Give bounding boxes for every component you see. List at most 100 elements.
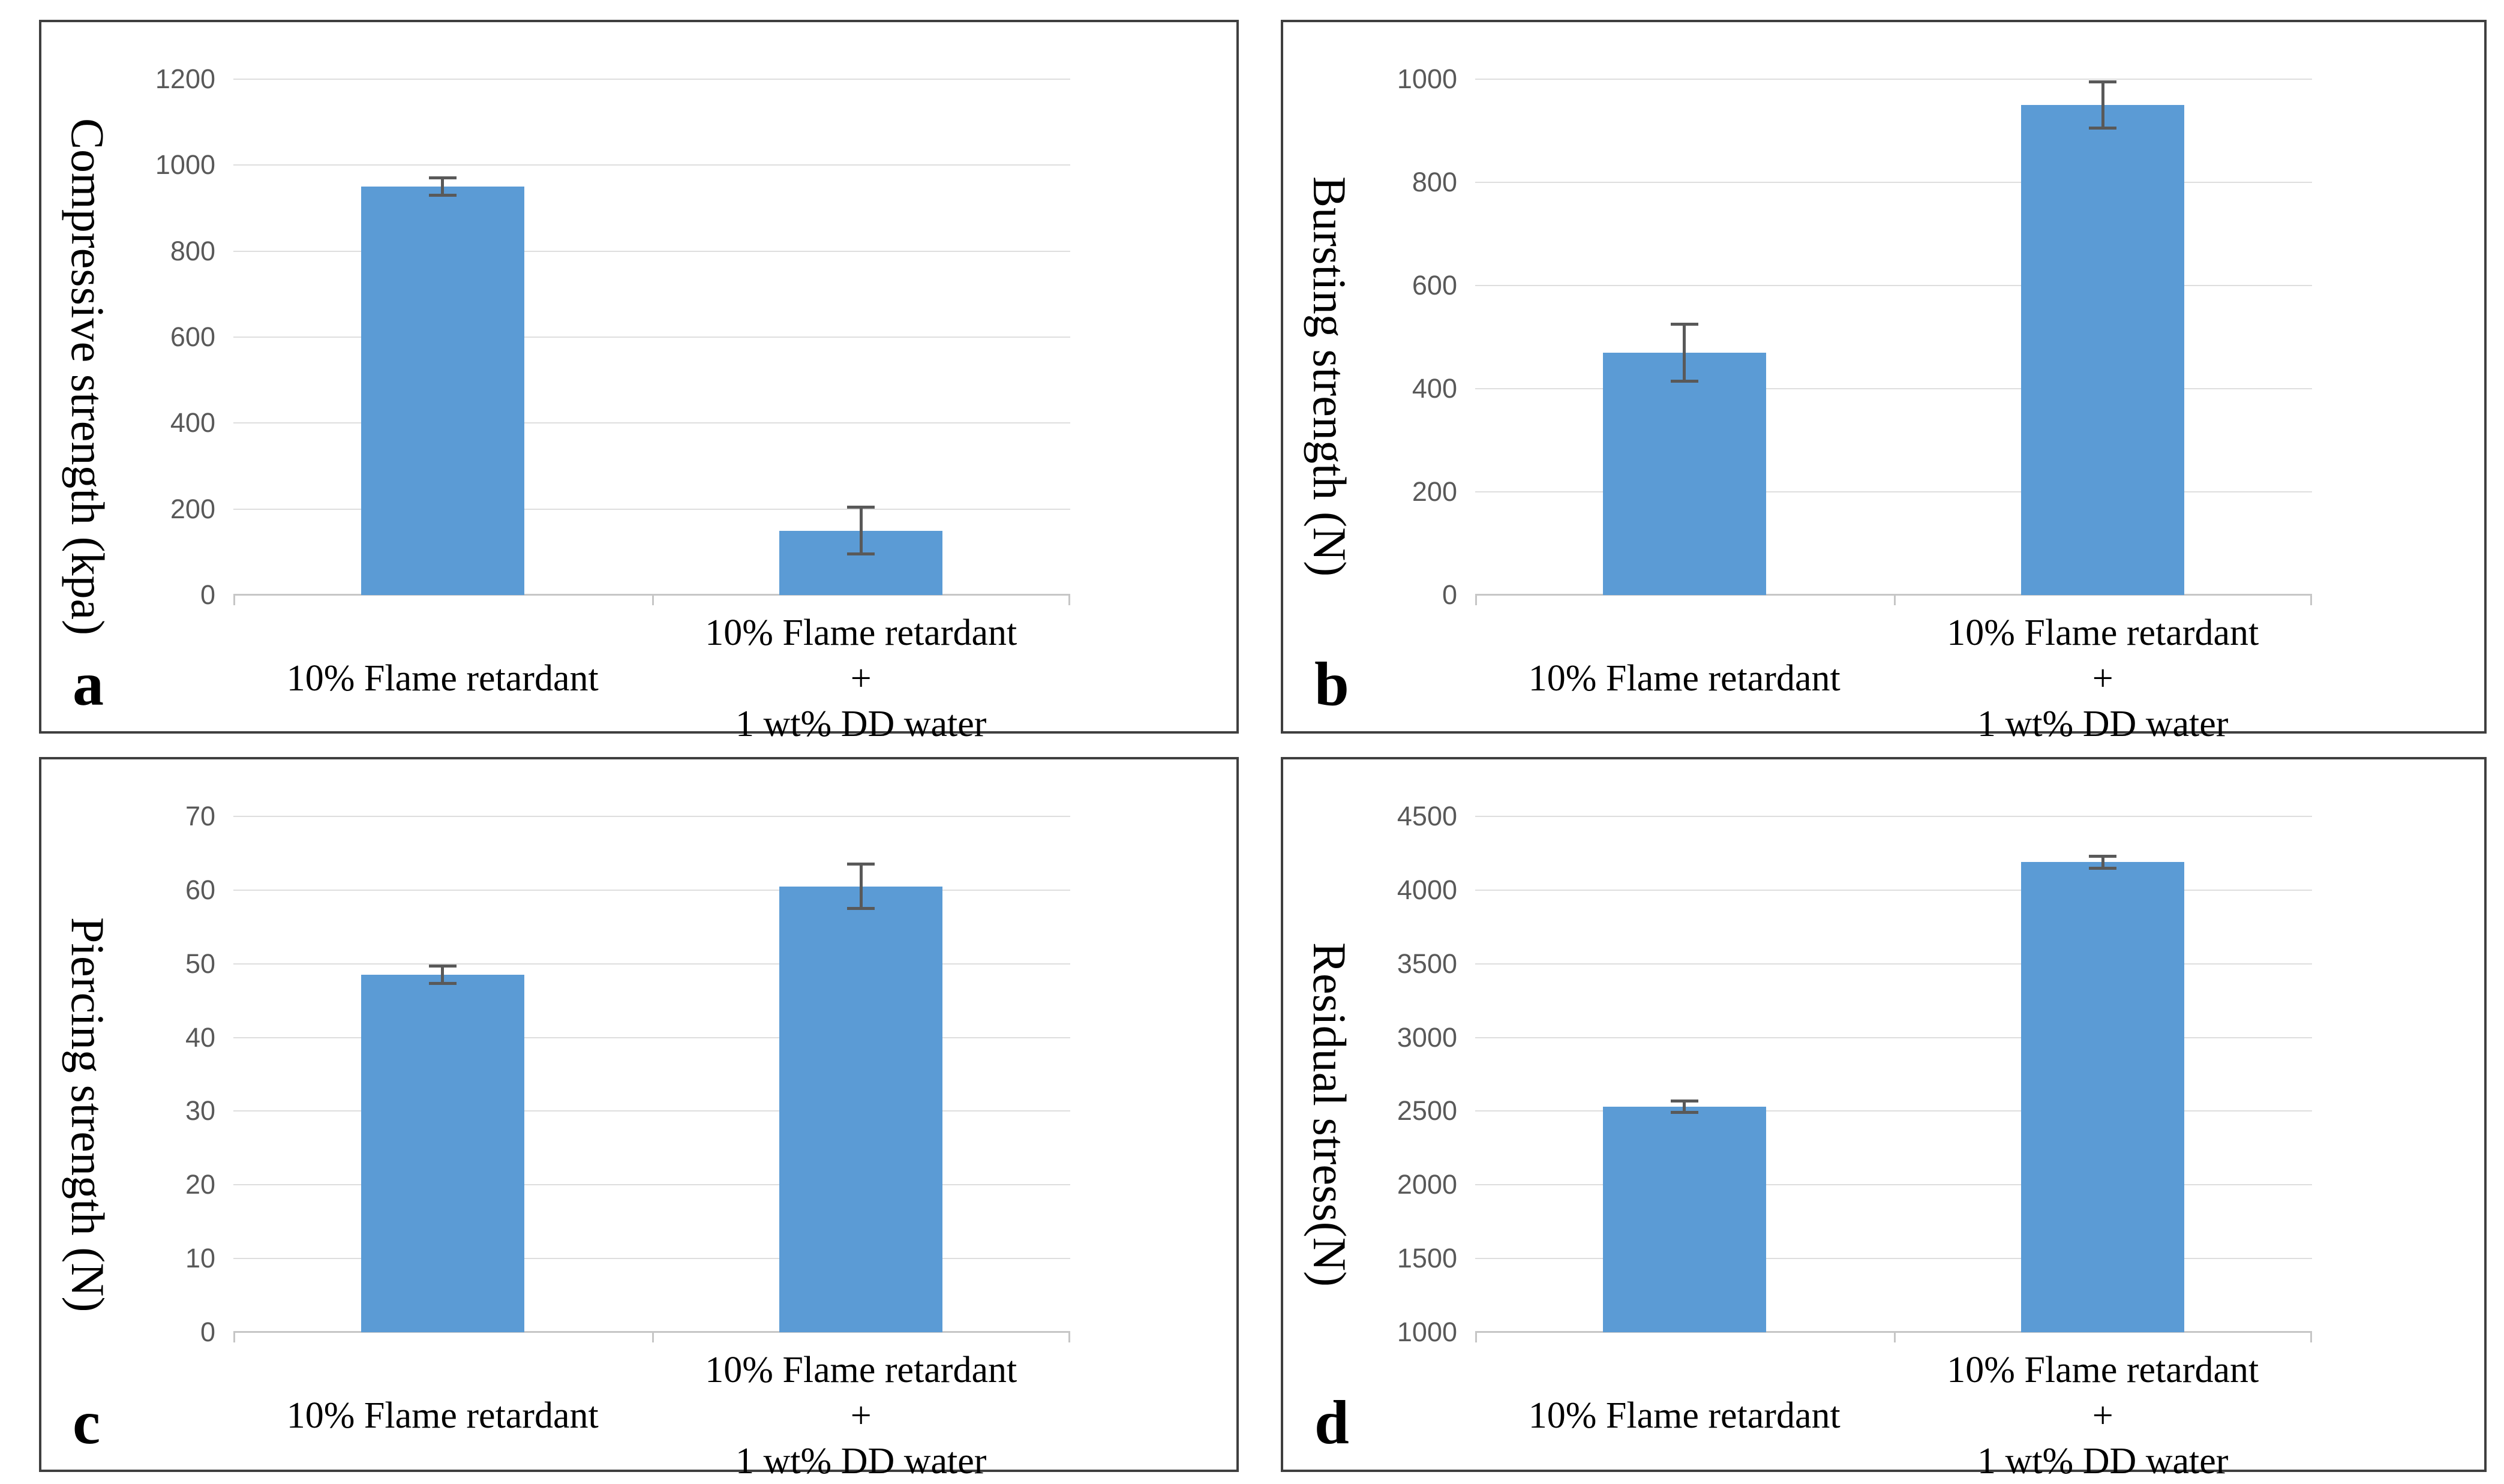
y-axis-title: Piercing strength (N) [62,917,114,1312]
plot-area [1475,816,2312,1342]
y-axis-title: Compressive strength (kpa) [62,118,114,636]
category-label-line: 10% Flame retardant [1528,1395,1841,1436]
gridline [233,508,1070,510]
error-bar [441,966,445,984]
error-bar-cap [2089,127,2117,130]
y-tick-label: 70 [185,801,215,831]
gridline [1475,79,2312,80]
bar-2 [2021,105,2185,595]
y-tick-label: 200 [170,493,215,524]
gridline [233,79,1070,80]
plot-area [233,816,1070,1342]
x-axis-line [1475,594,2312,596]
error-bar-cap [847,907,875,911]
panel-a-compressive-strength: Compressive strength (kpa) a 0 200 400 600 8… [39,20,1239,744]
y-tick-label: 50 [185,948,215,979]
bar-1 [1602,352,1766,595]
category-label-line: 10% Flame retardant [1528,658,1841,699]
gridline [233,164,1070,166]
error-bar-cap [428,982,457,986]
y-tick-label: 0 [200,1317,215,1347]
gridline [233,1258,1070,1260]
y-tick-label: 600 [170,322,215,352]
category-label-line: + [2092,658,2113,699]
x-axis-tick [2310,1333,2312,1342]
category-label-line: 10% Flame retardant [705,1350,1017,1390]
gridline [1475,963,2312,965]
category-label-line: 10% Flame retardant [286,658,599,699]
gridline [1475,816,2312,817]
y-tick-label: 0 [200,579,215,610]
x-axis-tick [1893,1333,1896,1342]
category-label-line: 1 wt% DD water [1977,1441,2229,1482]
x-axis-tick [233,1333,235,1342]
x-axis-tick [651,596,654,605]
category-label-line: 10% Flame retardant [286,1395,599,1436]
category-label: 10% Flame retardant [1427,1393,1942,1438]
y-tick-label: 400 [1412,373,1457,404]
gridline [1475,1184,2312,1186]
y-axis-title: Bursting strength (N) [1304,176,1356,577]
error-bar-cap [847,863,875,866]
gridline [1475,1110,2312,1112]
x-axis-tick [233,596,235,605]
gridline [1475,388,2312,389]
error-bar-cap [847,505,875,509]
y-tick-label: 600 [1412,270,1457,301]
error-bar-cap [428,176,457,180]
error-bar-cap [2089,854,2117,858]
error-bar [441,178,445,196]
y-tick-label: 40 [185,1022,215,1053]
category-label-line: 1 wt% DD water [735,1441,987,1482]
panel-letter: a [73,650,104,719]
bar-1 [361,975,524,1332]
panel-letter: d [1314,1388,1349,1457]
category-label-line: 10% Flame retardant [1947,1350,2259,1390]
gridline [1475,889,2312,891]
y-tick-label: 3500 [1397,948,1457,979]
error-bar-cap [847,552,875,556]
y-tick-label: 200 [1412,476,1457,507]
category-label: 10% Flame retardant +1 wt% DD water [603,1347,1119,1484]
panel-d-residual-stress: Residual stress(N) d 1000 1500 2000 2500 300… [1281,757,2487,1482]
y-axis-title: Residual stress(N) [1304,942,1356,1287]
y-tick-label: 2000 [1397,1169,1457,1200]
y-tick-label: 1500 [1397,1243,1457,1274]
category-label-line: + [850,658,872,699]
y-tick-label: 3000 [1397,1022,1457,1053]
error-bar-cap [2089,80,2117,83]
gridline [233,816,1070,817]
y-tick-label: 800 [1412,167,1457,197]
category-label-line: 10% Flame retardant [705,612,1017,653]
category-label-line: + [850,1395,872,1436]
x-axis-tick [651,1333,654,1342]
gridline [233,337,1070,338]
category-label-line: 10% Flame retardant [1947,612,2259,653]
gridline [233,422,1070,424]
category-label: 10% Flame retardant +1 wt% DD water [1845,610,2361,747]
x-axis-tick [1475,596,1477,605]
gridline [233,250,1070,252]
x-axis-line [233,594,1070,596]
plot-area [233,79,1070,605]
category-label: 10% Flame retardant [185,656,701,701]
error-bar-cap [428,194,457,197]
error-bar-cap [1670,323,1698,326]
x-axis-tick [1475,1333,1477,1342]
category-label-line: 1 wt% DD water [1977,704,2229,744]
plot-area [1475,79,2312,605]
panel-letter: b [1314,650,1349,719]
y-tick-label: 20 [185,1169,215,1200]
gridline [233,1184,1070,1186]
error-bar [2101,856,2104,868]
gridline [1475,491,2312,492]
y-tick-label: 1000 [155,149,215,181]
y-tick-label: 2500 [1397,1095,1457,1126]
y-tick-label: 60 [185,874,215,905]
panel-b-bursting-strength: Bursting strength (N) b 0 200 400 600 800 100… [1281,20,2487,744]
panel-letter: c [73,1388,101,1457]
category-label-line: 1 wt% DD water [735,704,987,744]
y-tick-label: 30 [185,1095,215,1126]
bar-1 [1602,1107,1766,1332]
x-axis-tick [1893,596,1896,605]
